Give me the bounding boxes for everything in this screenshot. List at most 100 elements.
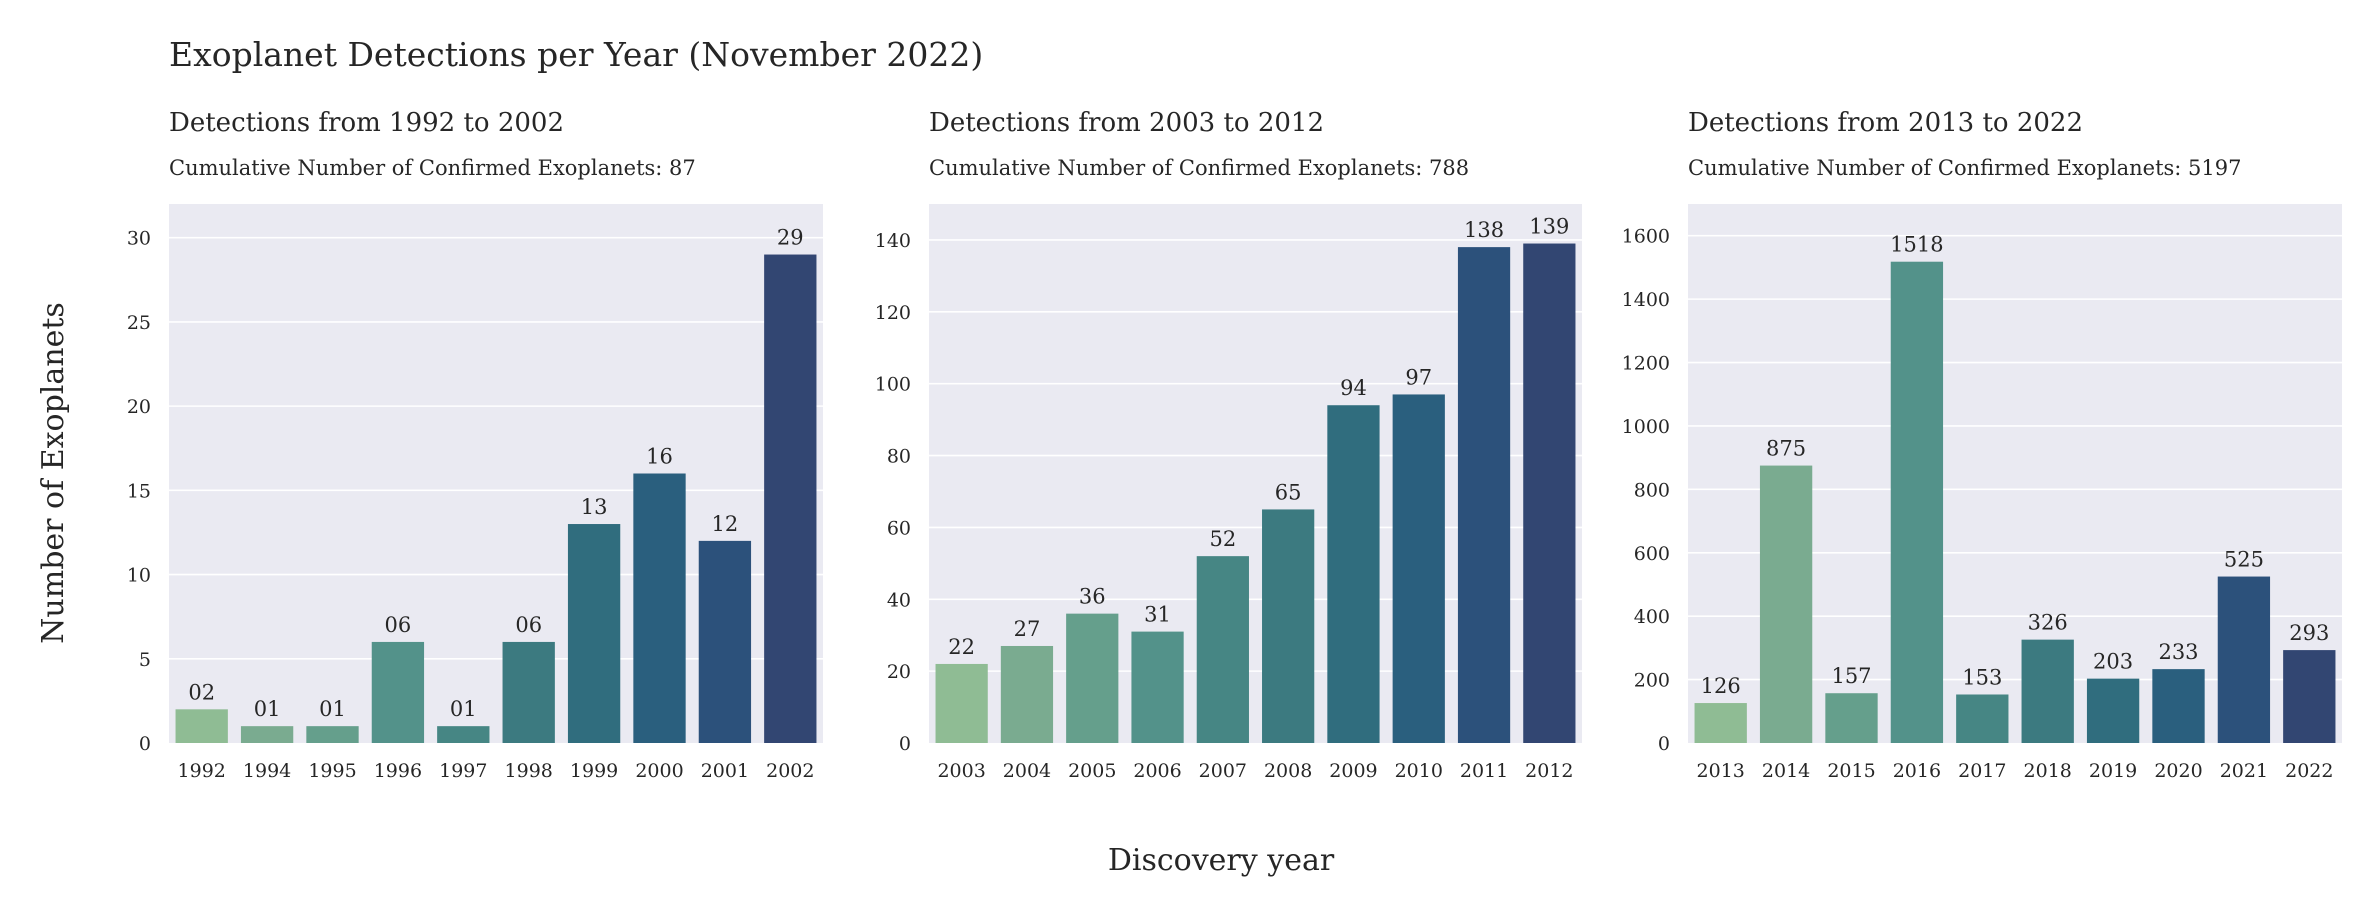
bar-value-label: 326 — [2028, 611, 2068, 635]
y-tick-label: 5 — [139, 649, 151, 671]
y-tick-label: 200 — [1634, 670, 1670, 692]
bar-1999 — [567, 524, 621, 743]
x-tick-label: 2019 — [2089, 760, 2137, 782]
x-tick-label: 2020 — [2154, 760, 2202, 782]
bar-value-label: 157 — [1831, 664, 1871, 688]
x-tick-label: 2007 — [1199, 760, 1247, 782]
x-tick-label: 2022 — [2285, 760, 2333, 782]
x-tick-label: 2009 — [1329, 760, 1377, 782]
x-tick-label: 2015 — [1827, 760, 1875, 782]
bar-value-label: 06 — [515, 613, 542, 637]
bar-value-label: 97 — [1405, 365, 1432, 389]
x-tick-label: 2008 — [1264, 760, 1312, 782]
chart-panel-3: Detections from 2013 to 2022 Cumulative N… — [1622, 108, 2342, 782]
bar-1996 — [371, 641, 425, 743]
y-tick-label: 400 — [1634, 606, 1670, 628]
bar-2002 — [764, 254, 817, 743]
bar-value-label: 126 — [1701, 674, 1741, 698]
y-tick-label: 20 — [127, 396, 151, 418]
x-tick-label: 2018 — [2024, 760, 2072, 782]
y-tick-label: 100 — [875, 374, 911, 396]
bar-2014 — [1759, 465, 1813, 743]
bar-2015 — [1825, 693, 1878, 743]
x-tick-label: 2013 — [1697, 760, 1745, 782]
y-tick-label: 1000 — [1622, 416, 1670, 438]
bar-2018 — [2021, 639, 2074, 743]
y-tick-label: 80 — [887, 446, 911, 468]
bar-2008 — [1262, 509, 1315, 743]
chart-panel-1: Detections from 1992 to 2002 Cumulative N… — [127, 108, 823, 782]
bar-value-label: 01 — [450, 697, 477, 721]
bar-value-label: 138 — [1464, 218, 1504, 242]
bar-2007 — [1196, 556, 1249, 743]
y-tick-label: 15 — [127, 480, 151, 502]
panel-subtitle: Cumulative Number of Confirmed Exoplanet… — [929, 156, 1469, 180]
bar-value-label: 27 — [1014, 617, 1041, 641]
bar-2011 — [1457, 247, 1511, 743]
bar-2009 — [1327, 405, 1380, 743]
y-tick-label: 20 — [887, 661, 911, 683]
x-tick-label: 2014 — [1762, 760, 1810, 782]
x-tick-label: 2021 — [2220, 760, 2268, 782]
bar-2022 — [2283, 650, 2336, 743]
bar-value-label: 875 — [1766, 437, 1806, 461]
x-tick-label: 1992 — [178, 760, 226, 782]
x-tick-label: 2004 — [1003, 760, 1051, 782]
y-tick-label: 120 — [875, 302, 911, 324]
bar-value-label: 12 — [712, 512, 739, 536]
chart-panel-2: Detections from 2003 to 2012 Cumulative N… — [875, 108, 1582, 782]
y-tick-label: 800 — [1634, 479, 1670, 501]
x-tick-label: 2010 — [1395, 760, 1443, 782]
bar-value-label: 22 — [948, 635, 975, 659]
bar-2000 — [633, 473, 686, 743]
x-tick-label: 2005 — [1068, 760, 1116, 782]
y-tick-label: 60 — [887, 517, 911, 539]
y-tick-label: 1600 — [1622, 226, 1670, 248]
bar-value-label: 31 — [1144, 603, 1171, 627]
bar-value-label: 65 — [1275, 480, 1302, 504]
y-tick-label: 1200 — [1622, 353, 1670, 375]
bar-2017 — [1956, 694, 2009, 743]
bar-2001 — [698, 540, 752, 743]
figure-y-axis-label: Number of Exoplanets — [36, 302, 71, 644]
bar-1994 — [240, 726, 294, 743]
panel-title: Detections from 2013 to 2022 — [1688, 108, 2083, 138]
bar-1992 — [175, 709, 228, 743]
y-tick-label: 1400 — [1622, 289, 1670, 311]
x-tick-label: 2011 — [1460, 760, 1508, 782]
x-tick-label: 2017 — [1958, 760, 2006, 782]
bar-2016 — [1890, 261, 1944, 743]
x-tick-label: 1998 — [505, 760, 553, 782]
bar-value-label: 02 — [188, 680, 215, 704]
x-tick-label: 2003 — [937, 760, 985, 782]
bar-value-label: 525 — [2224, 548, 2264, 572]
bar-2020 — [2152, 669, 2205, 743]
bar-2003 — [935, 663, 988, 743]
bar-value-label: 153 — [1962, 665, 2002, 689]
x-tick-label: 1995 — [308, 760, 356, 782]
bar-value-label: 203 — [2093, 650, 2133, 674]
bar-value-label: 139 — [1529, 215, 1569, 239]
x-tick-label: 2001 — [701, 760, 749, 782]
bar-value-label: 1518 — [1890, 233, 1943, 257]
bar-value-label: 01 — [319, 697, 346, 721]
bar-value-label: 293 — [2289, 621, 2329, 645]
bar-2013 — [1694, 703, 1747, 743]
x-tick-label: 1997 — [439, 760, 487, 782]
x-tick-label: 2006 — [1133, 760, 1181, 782]
y-tick-label: 40 — [887, 589, 911, 611]
panel-title: Detections from 1992 to 2002 — [169, 108, 564, 138]
panel-title: Detections from 2003 to 2012 — [929, 108, 1324, 138]
bar-2019 — [2086, 678, 2140, 743]
figure-x-axis-label: Discovery year — [1108, 843, 1335, 878]
y-tick-label: 30 — [127, 228, 151, 250]
bar-value-label: 36 — [1079, 585, 1106, 609]
bar-2021 — [2217, 576, 2271, 743]
x-tick-label: 2016 — [1893, 760, 1941, 782]
bar-2012 — [1523, 243, 1576, 743]
bar-1997 — [437, 726, 490, 743]
bar-1998 — [502, 641, 555, 743]
y-tick-label: 10 — [127, 565, 151, 587]
y-tick-label: 0 — [139, 733, 151, 755]
